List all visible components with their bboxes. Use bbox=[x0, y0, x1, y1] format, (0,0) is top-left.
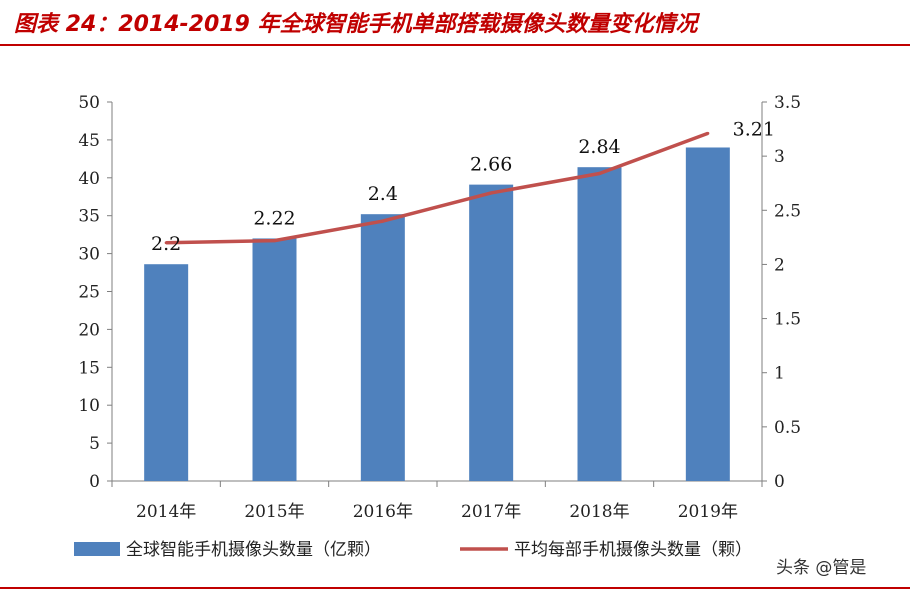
y-left-tick-label: 20 bbox=[78, 320, 100, 340]
y-left-tick-label: 30 bbox=[78, 245, 100, 265]
data-label: 2.84 bbox=[578, 136, 620, 158]
bar bbox=[360, 214, 405, 481]
bar bbox=[469, 184, 514, 481]
data-label: 2.22 bbox=[253, 207, 295, 229]
data-label: 2.4 bbox=[368, 183, 398, 205]
title-bar: 图表 24：2014-2019 年全球智能手机单部搭载摄像头数量变化情况 bbox=[0, 0, 910, 46]
line-point bbox=[381, 219, 385, 223]
x-tick-label: 2016年 bbox=[353, 502, 413, 522]
line-series bbox=[164, 131, 710, 245]
line-path bbox=[166, 131, 709, 245]
y-left-tick-label: 5 bbox=[89, 434, 100, 454]
y-left-tick-label: 0 bbox=[89, 472, 100, 492]
y-right-tick-label: 1 bbox=[774, 364, 785, 384]
x-tick-label: 2019年 bbox=[678, 502, 738, 522]
legend-swatch-bar bbox=[74, 542, 120, 556]
line-point bbox=[706, 131, 710, 135]
y-left-tick-label: 10 bbox=[78, 396, 100, 416]
y-right-tick-label: 1.5 bbox=[774, 310, 801, 330]
bar bbox=[144, 264, 189, 481]
bar-series bbox=[144, 147, 730, 482]
title-rule bbox=[0, 44, 910, 46]
y-left-tick-label: 25 bbox=[78, 283, 100, 303]
bar bbox=[252, 238, 297, 481]
y-right-tick-label: 0.5 bbox=[774, 418, 801, 438]
y-right-tick-label: 2 bbox=[774, 255, 785, 275]
x-tick-label: 2014年 bbox=[136, 502, 196, 522]
y-right-tick-label: 3 bbox=[774, 147, 785, 167]
line-point bbox=[489, 191, 493, 195]
watermark: 头条 @管是 bbox=[772, 553, 871, 578]
bar bbox=[685, 147, 730, 482]
chart-legend: 全球智能手机摄像头数量（亿颗） 平均每部手机摄像头数量（颗） bbox=[74, 540, 752, 560]
chart-axes: 0 5 10 15 20 25 30 35 40 45 50 0 0.5 1 1.5 2 2.5 3 3.5 2014… bbox=[78, 93, 801, 522]
line-point bbox=[273, 239, 276, 243]
x-tick-label: 2017年 bbox=[461, 502, 521, 522]
data-label: 3.21 bbox=[733, 118, 775, 140]
x-tick-label: 2015年 bbox=[244, 502, 304, 522]
chart-title: 图表 24：2014-2019 年全球智能手机单部搭载摄像头数量变化情况 bbox=[14, 12, 698, 37]
y-left-tick-label: 45 bbox=[78, 131, 100, 151]
y-left-tick-label: 35 bbox=[78, 207, 100, 227]
y-left-tick-label: 15 bbox=[78, 358, 100, 378]
data-labels: 2.2 2.22 2.4 2.66 2.84 3.21 bbox=[151, 118, 775, 255]
y-left-tick-label: 50 bbox=[78, 93, 100, 113]
y-left-tick-label: 40 bbox=[78, 169, 100, 189]
line-point bbox=[598, 171, 601, 175]
data-label: 2.66 bbox=[470, 154, 512, 176]
line-point bbox=[164, 241, 168, 245]
bar bbox=[577, 167, 622, 482]
data-label: 2.2 bbox=[151, 233, 181, 255]
y-right-tick-label: 3.5 bbox=[774, 93, 801, 113]
y-right-tick-label: 0 bbox=[774, 472, 785, 492]
legend-label-bar: 全球智能手机摄像头数量（亿颗） bbox=[126, 540, 381, 560]
y-right-tick-label: 2.5 bbox=[774, 201, 801, 221]
x-tick-label: 2018年 bbox=[569, 502, 629, 522]
legend-label-line: 平均每部手机摄像头数量（颗） bbox=[514, 540, 752, 560]
bottom-rule bbox=[0, 587, 910, 589]
